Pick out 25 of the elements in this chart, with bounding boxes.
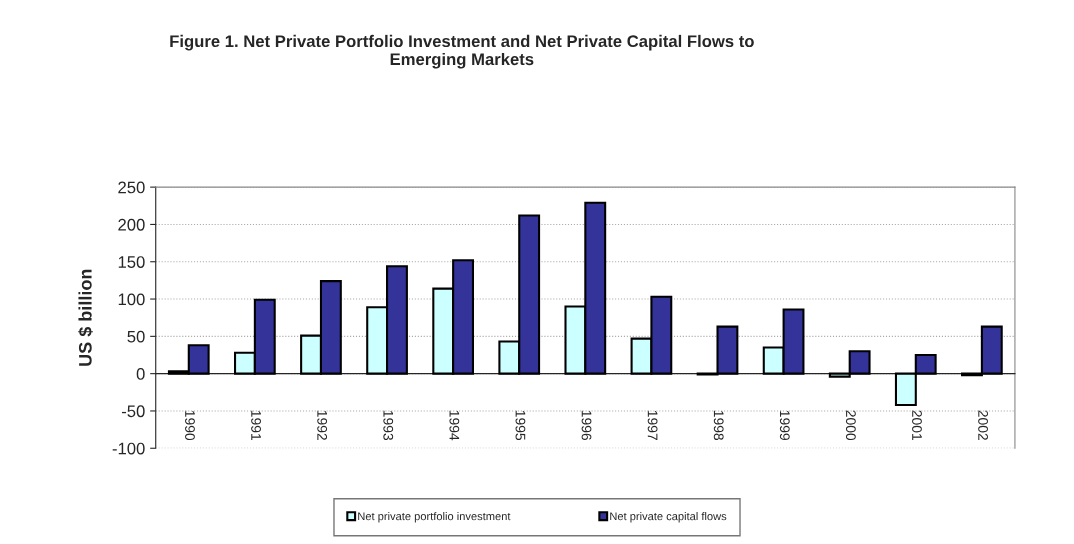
x-tick-label: 1995 <box>515 410 526 441</box>
legend-label: Net private capital flows <box>610 512 727 523</box>
x-tick-label: 1993 <box>383 410 394 441</box>
x-tick-label: 2001 <box>912 410 922 440</box>
y-axis-title: US $ billion <box>78 269 93 366</box>
y-tick-label: 250 <box>118 181 145 194</box>
y-tick-label: 0 <box>136 368 145 380</box>
x-tick-label: 1990 <box>185 410 195 441</box>
x-tick-label: 1996 <box>581 410 592 441</box>
x-tick-label: 1994 <box>449 410 460 441</box>
chart-title: Figure 1. Net Private Portfolio Investment and Net Private Capital Flows to Emerging Markets <box>170 34 754 69</box>
legend-label: Net private portfolio investment <box>358 512 511 523</box>
y-tick-label: -50 <box>121 405 145 418</box>
x-tick-label: 1991 <box>251 410 261 440</box>
y-tick-label: 100 <box>118 293 145 306</box>
x-tick-label: 1999 <box>779 410 790 440</box>
x-tick-label: 1992 <box>317 410 328 440</box>
x-tick-label: 1997 <box>647 410 658 440</box>
x-tick-label: 2002 <box>978 410 988 440</box>
x-tick-label: 1998 <box>713 410 724 441</box>
y-tick-label: 200 <box>118 218 145 231</box>
y-tick-label: 150 <box>118 256 145 268</box>
y-tick-label: -100 <box>112 442 145 455</box>
y-tick-label: 50 <box>127 330 145 343</box>
x-tick-label: 2000 <box>845 410 856 441</box>
